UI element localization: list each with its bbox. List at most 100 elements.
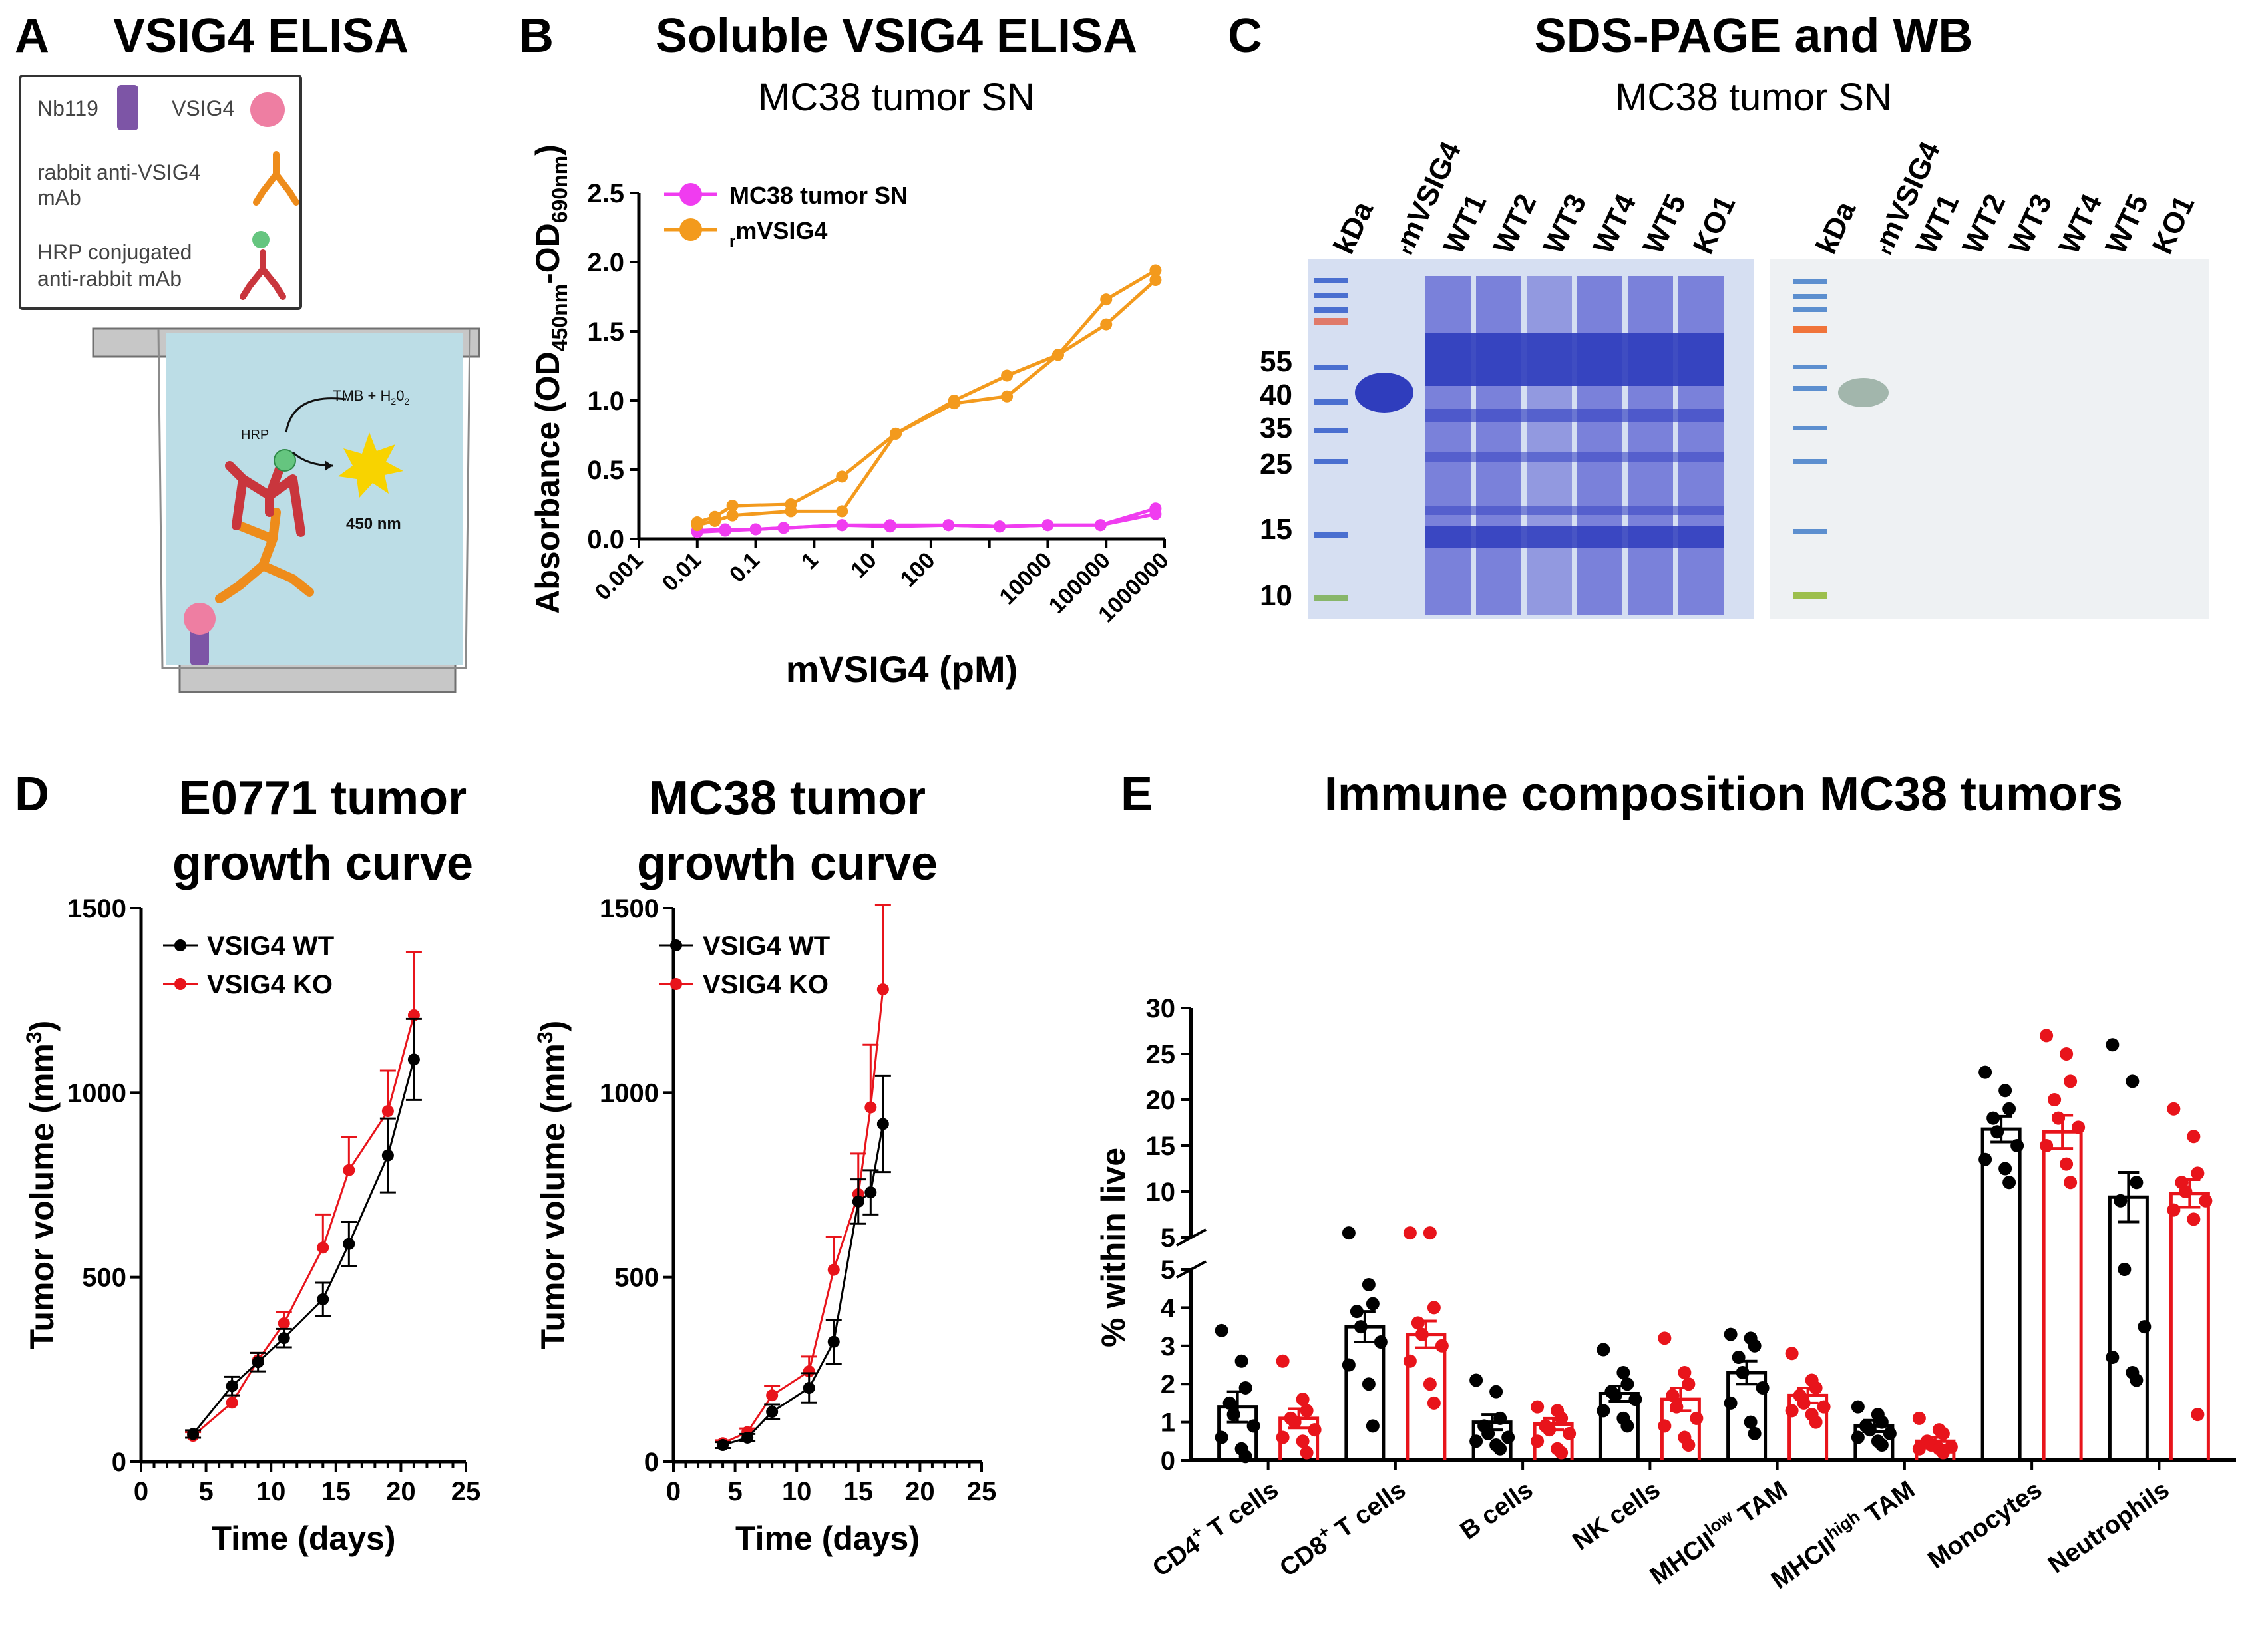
rabbit-antibody-in-well bbox=[215, 508, 314, 603]
immune-category-label: CD8+ T cells bbox=[1272, 1472, 1411, 1582]
immune-data-point bbox=[1215, 1430, 1228, 1444]
e0771-data-point bbox=[381, 1149, 394, 1162]
sample-lanes bbox=[1425, 276, 1724, 615]
immune-y-tick-label: 15 bbox=[1146, 1132, 1176, 1161]
elisa-data-point bbox=[836, 519, 848, 532]
immune-data-point bbox=[1809, 1415, 1823, 1429]
immune-data-point bbox=[1366, 1297, 1380, 1311]
elisa-data-point bbox=[1001, 369, 1014, 382]
gel-lane-wt3: WT3 bbox=[1537, 189, 1593, 259]
elisa-data-point bbox=[749, 523, 762, 536]
immune-data-point bbox=[1427, 1301, 1441, 1315]
immune-data-point bbox=[1724, 1396, 1738, 1410]
immune-data-point bbox=[1531, 1434, 1545, 1448]
mc38growth-x-tick-label: 0 bbox=[666, 1477, 681, 1506]
immune-data-point bbox=[1423, 1226, 1437, 1240]
immune-data-point bbox=[1563, 1426, 1577, 1440]
e0771-x-tick-label: 20 bbox=[386, 1477, 416, 1506]
immune-data-point bbox=[1597, 1404, 1610, 1418]
mc38-growth-title-line1: MC38 tumor bbox=[649, 772, 926, 825]
e0771-data-point bbox=[278, 1317, 290, 1329]
immune-data-point bbox=[1362, 1277, 1376, 1291]
immune-data-point bbox=[2167, 1102, 2181, 1116]
immune-composition-chart: 0 1 2 3 4 55 10 15 20 25 30 % within live CD4+ T cel… bbox=[1095, 994, 2236, 1595]
elisa-y-label: Absorbance (OD450nm-OD690nm) bbox=[529, 144, 572, 614]
legend-box bbox=[19, 75, 302, 310]
e0771-x-tick-label: 5 bbox=[198, 1477, 213, 1506]
immune-data-point bbox=[1238, 1381, 1252, 1395]
mc38growth-data-point bbox=[803, 1382, 815, 1395]
immune-data-point bbox=[1678, 1365, 1692, 1379]
well-liquid bbox=[166, 333, 463, 665]
e0771-data-point bbox=[187, 1428, 200, 1440]
immune-y-tick-label: 5 bbox=[1161, 1224, 1175, 1253]
legend-hrp-label-1: HRP conjugated bbox=[37, 240, 192, 264]
elisa-data-point bbox=[942, 519, 955, 532]
mc38growth-data-point bbox=[864, 1186, 877, 1199]
rmvsig4-band bbox=[1355, 373, 1413, 413]
wb-lane-wt4: WT4 bbox=[2053, 189, 2109, 259]
elisa-data-point bbox=[1051, 349, 1064, 361]
immune-data-point bbox=[2060, 1047, 2074, 1061]
elisa-legend-marker bbox=[679, 218, 702, 241]
elisa-data-point bbox=[719, 523, 731, 536]
vsig4-sphere-icon bbox=[250, 92, 285, 127]
gel-kda-label: kDa bbox=[1328, 196, 1380, 259]
immune-data-point bbox=[1785, 1347, 1799, 1361]
immune-data-point bbox=[1427, 1396, 1441, 1410]
marker-25: 25 bbox=[1260, 448, 1292, 480]
gel-lane-wt4: WT4 bbox=[1587, 189, 1643, 259]
immune-data-point bbox=[1666, 1389, 1680, 1403]
wb-rmvsig4-band bbox=[1838, 378, 1889, 407]
elisa-y-tick-label: 0.0 bbox=[587, 525, 624, 554]
immune-data-point bbox=[1986, 1111, 2000, 1125]
immune-data-point bbox=[1411, 1316, 1425, 1330]
elisa-y-tick-label: 1.5 bbox=[587, 317, 624, 347]
mc38growth-legend-marker bbox=[670, 978, 682, 990]
marker-55: 55 bbox=[1260, 345, 1292, 378]
immune-data-point bbox=[2106, 1038, 2120, 1052]
elisa-data-point bbox=[1041, 519, 1054, 532]
immune-data-point bbox=[1469, 1434, 1483, 1448]
legend-nb119-label: Nb119 bbox=[37, 96, 98, 120]
immune-data-point bbox=[2179, 1185, 2193, 1198]
elisa-x-tick-label: 1 bbox=[797, 548, 823, 574]
panel-b-letter: B bbox=[519, 9, 554, 63]
gel-lane-labels: kDa rmVSIG4 WT1 WT2 WT3 WT4 WT5 KO1 kDa … bbox=[1328, 136, 2201, 259]
mc38growth-data-point bbox=[876, 983, 889, 996]
immune-data-point bbox=[1912, 1411, 1926, 1425]
hrp-enzyme-in-well bbox=[274, 449, 296, 472]
elisa-y-tick-label: 2.5 bbox=[587, 179, 624, 208]
immune-data-point bbox=[2002, 1102, 2016, 1116]
e0771-data-point bbox=[343, 1164, 355, 1176]
immune-data-point bbox=[1990, 1125, 2004, 1139]
mc38growth-y-tick-label: 1000 bbox=[600, 1078, 659, 1108]
immune-data-point bbox=[2052, 1111, 2066, 1125]
panel-e-title: Immune composition MC38 tumors bbox=[1324, 768, 2123, 821]
mc38growth-x-label: Time (days) bbox=[735, 1520, 920, 1557]
immune-data-point bbox=[1998, 1162, 2012, 1176]
wb-marker-ladder bbox=[1793, 279, 1827, 599]
immune-data-point bbox=[1435, 1339, 1449, 1353]
e0771-legend-marker bbox=[174, 978, 186, 990]
immune-data-point bbox=[2114, 1194, 2128, 1208]
immune-data-point bbox=[1354, 1320, 1368, 1334]
mc38growth-data-point bbox=[864, 1101, 877, 1114]
panel-a: A VSIG4 ELISA Nb119 VSIG4 rabbit anti-VS… bbox=[15, 9, 480, 693]
e0771-x-tick-label: 0 bbox=[134, 1477, 148, 1506]
panel-c-subtitle: MC38 tumor SN bbox=[1615, 76, 1892, 119]
hrp-antibody-icon bbox=[240, 231, 286, 300]
e0771-data-point bbox=[278, 1332, 290, 1345]
hrp-label: HRP bbox=[241, 428, 269, 442]
e0771-y-tick-label: 0 bbox=[112, 1448, 126, 1477]
mc38-growth-chart: 0 500 1000 1500 0 5 10 15 20 25 Time (days) Tumor v… bbox=[533, 894, 996, 1557]
immune-data-point bbox=[1756, 1381, 1770, 1395]
vsig4-in-well bbox=[184, 603, 216, 635]
immune-data-point bbox=[1366, 1419, 1380, 1433]
immune-data-point bbox=[1403, 1226, 1417, 1240]
wb-lane-wt5: WT5 bbox=[2100, 189, 2156, 259]
gel-lane-ko1: KO1 bbox=[1687, 191, 1742, 259]
elisa-data-point bbox=[836, 470, 848, 483]
elisa-data-point bbox=[1100, 318, 1113, 331]
immune-data-point bbox=[1936, 1426, 1950, 1440]
